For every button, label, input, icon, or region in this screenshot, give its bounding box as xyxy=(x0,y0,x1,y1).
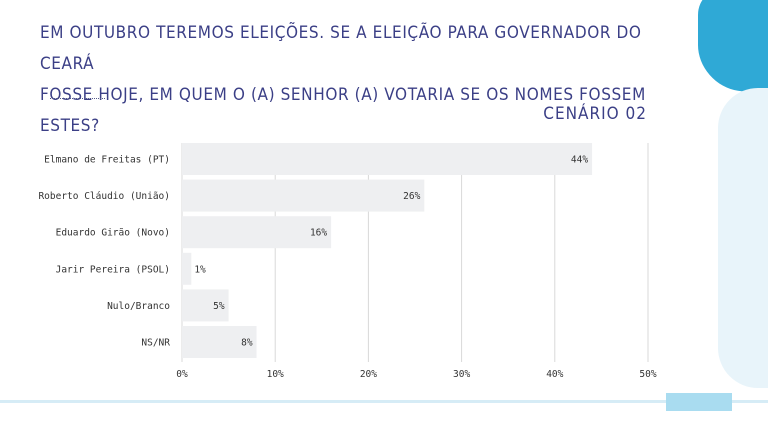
x-tick-label: 0% xyxy=(176,369,188,380)
labels: 0% 10% 20% 30% 40% 50% Elmano de Freitas (PT) 4… xyxy=(38,155,656,381)
bar xyxy=(182,289,229,322)
category-label: Roberto Cláudio (União) xyxy=(38,191,170,202)
bar xyxy=(182,143,593,175)
question-line-1: EM OUTUBRO TEREMOS ELEIÇÕES. SE A ELEIÇÃ… xyxy=(40,23,642,74)
bar xyxy=(182,252,192,285)
bar xyxy=(182,216,332,249)
value-label: 26% xyxy=(403,191,420,202)
category-label: Elmano de Freitas (PT) xyxy=(44,155,170,166)
x-tick-label: 20% xyxy=(360,369,377,380)
value-label: 5% xyxy=(213,301,225,312)
category-label: Nulo/Branco xyxy=(107,301,170,312)
bar xyxy=(182,179,425,212)
grid-lines xyxy=(181,143,649,362)
category-label: Jarir Pereira (PSOL) xyxy=(56,264,170,275)
footer-accent xyxy=(666,393,732,411)
bars xyxy=(182,143,593,358)
question-line-2: FOSSE HOJE, EM QUEM O (A) SENHOR (A) VOT… xyxy=(40,85,646,136)
value-label: 16% xyxy=(310,228,327,239)
value-label: 44% xyxy=(571,155,588,166)
footer-line xyxy=(0,400,768,403)
value-label: 1% xyxy=(194,264,206,275)
decorative-shape-right xyxy=(718,88,768,388)
x-tick-label: 40% xyxy=(546,369,563,380)
category-label: Eduardo Girão (Novo) xyxy=(56,228,170,239)
survey-question: EM OUTUBRO TEREMOS ELEIÇÕES. SE A ELEIÇÃ… xyxy=(40,18,680,142)
scenario-label: CENÁRIO 02 xyxy=(543,104,647,124)
x-tick-label: 50% xyxy=(639,369,656,380)
bar xyxy=(182,326,257,358)
dotted-divider xyxy=(50,98,105,99)
x-tick-label: 10% xyxy=(267,369,284,380)
x-tick-label: 30% xyxy=(453,369,470,380)
value-label: 8% xyxy=(241,338,253,349)
category-label: NS/NR xyxy=(141,338,170,349)
